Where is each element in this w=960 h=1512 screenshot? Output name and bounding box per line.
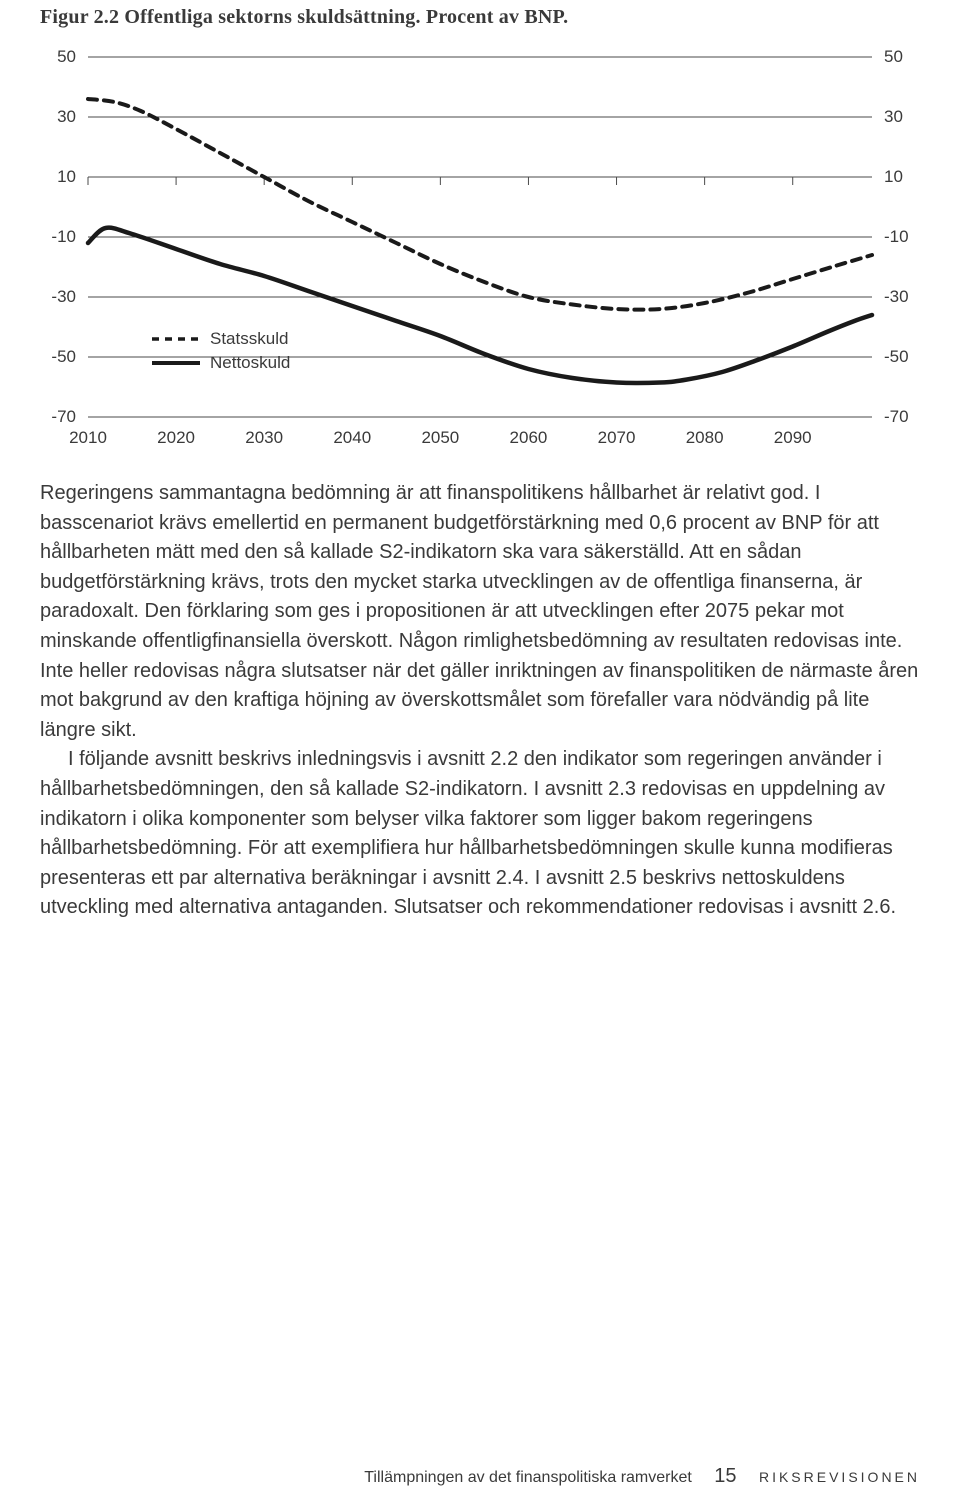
svg-text:2040: 2040 bbox=[333, 428, 371, 447]
footer-title: Tillämpningen av det finanspolitiska ram… bbox=[364, 1469, 692, 1486]
svg-text:50: 50 bbox=[57, 49, 76, 66]
svg-text:30: 30 bbox=[884, 107, 903, 126]
svg-text:-70: -70 bbox=[51, 407, 76, 426]
svg-text:10: 10 bbox=[57, 167, 76, 186]
svg-text:-10: -10 bbox=[51, 227, 76, 246]
body-text: Regeringens sammantagna bedömning är att… bbox=[40, 479, 920, 923]
svg-text:2020: 2020 bbox=[157, 428, 195, 447]
svg-text:-70: -70 bbox=[884, 407, 909, 426]
svg-text:2070: 2070 bbox=[598, 428, 636, 447]
chart-svg: 50 50 30 30 10 10 -10 -10 -30 -30 -50 -50 -70 -70 2010… bbox=[40, 49, 920, 449]
svg-text:2010: 2010 bbox=[69, 428, 107, 447]
svg-text:2060: 2060 bbox=[510, 428, 548, 447]
svg-text:2090: 2090 bbox=[774, 428, 812, 447]
paragraph-1: Regeringens sammantagna bedömning är att… bbox=[40, 479, 920, 745]
svg-text:Statsskuld: Statsskuld bbox=[210, 329, 288, 348]
svg-text:50: 50 bbox=[884, 49, 903, 66]
svg-text:30: 30 bbox=[57, 107, 76, 126]
page-footer: Tillämpningen av det finanspolitiska ram… bbox=[364, 1465, 920, 1488]
svg-text:Nettoskuld: Nettoskuld bbox=[210, 353, 290, 372]
svg-text:-30: -30 bbox=[51, 287, 76, 306]
footer-org: RIKSREVISIONEN bbox=[759, 1469, 920, 1485]
paragraph-2: I följande avsnitt beskrivs inledningsvi… bbox=[40, 745, 920, 923]
figure-title: Figur 2.2 Offentliga sektorns skuldsättn… bbox=[40, 6, 920, 29]
footer-page-number: 15 bbox=[714, 1465, 736, 1487]
svg-text:-10: -10 bbox=[884, 227, 909, 246]
svg-text:2050: 2050 bbox=[421, 428, 459, 447]
svg-text:-50: -50 bbox=[51, 347, 76, 366]
svg-text:10: 10 bbox=[884, 167, 903, 186]
svg-text:-50: -50 bbox=[884, 347, 909, 366]
svg-text:2030: 2030 bbox=[245, 428, 283, 447]
svg-text:2080: 2080 bbox=[686, 428, 724, 447]
debt-chart: 50 50 30 30 10 10 -10 -10 -30 -30 -50 -50 -70 -70 2010… bbox=[40, 49, 920, 449]
svg-text:-30: -30 bbox=[884, 287, 909, 306]
